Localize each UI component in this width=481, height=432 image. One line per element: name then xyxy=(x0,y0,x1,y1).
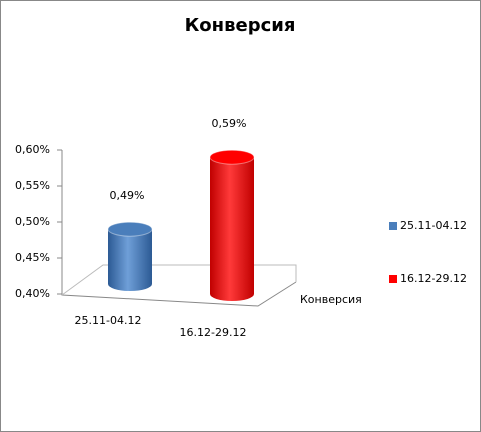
bar-top xyxy=(107,221,153,237)
legend-label: 16.12-29.12 xyxy=(400,272,467,285)
bar-body xyxy=(108,229,152,291)
x-tick-label: 16.12-29.12 xyxy=(180,326,247,339)
value-label: 0,59% xyxy=(212,117,247,130)
y-tick-label: 0,50% xyxy=(15,215,50,228)
bar-body xyxy=(210,157,254,301)
legend-swatch xyxy=(389,275,397,283)
legend-label: 25.11-04.12 xyxy=(400,219,467,232)
bar xyxy=(209,149,255,301)
value-label: 0,49% xyxy=(110,189,145,202)
bar-top xyxy=(209,149,255,165)
floor xyxy=(61,264,297,296)
legend-swatch xyxy=(389,222,397,230)
y-tick-label: 0,45% xyxy=(15,251,50,264)
x-tick-label: 25.11-04.12 xyxy=(75,314,142,327)
y-tick-label: 0,55% xyxy=(15,179,50,192)
y-tick-label: 0,60% xyxy=(15,143,50,156)
y-tick-label: 0,40% xyxy=(15,287,50,300)
depth-label: Конверсия xyxy=(300,293,362,306)
chart-title: Конверсия xyxy=(185,15,296,36)
bar xyxy=(107,221,153,291)
